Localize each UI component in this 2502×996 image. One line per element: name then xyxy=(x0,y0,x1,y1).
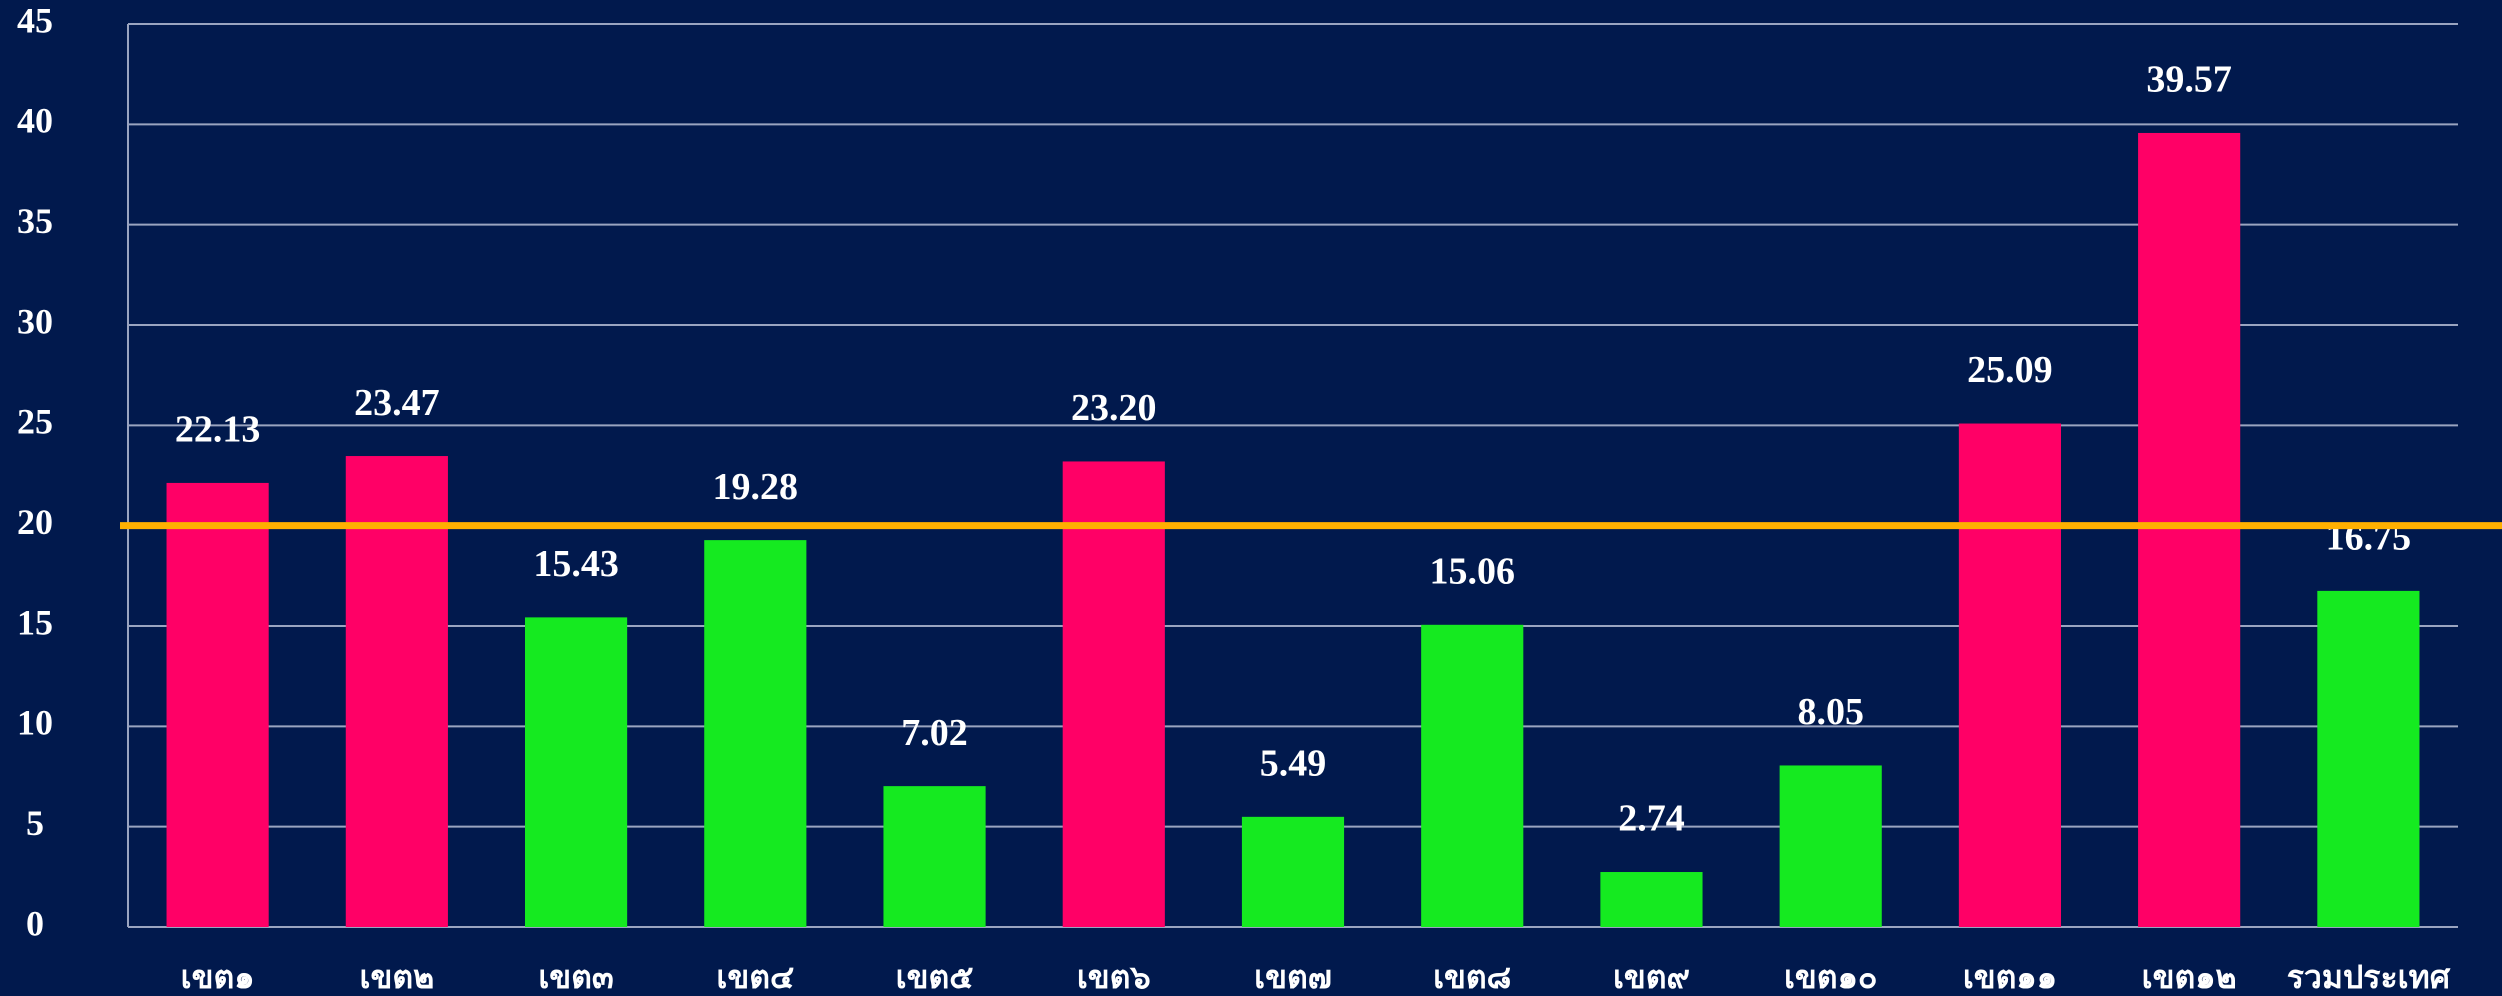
bar xyxy=(2317,590,2420,927)
bar xyxy=(2138,132,2241,927)
value-label: 22.13 xyxy=(175,409,261,451)
bar xyxy=(166,482,269,927)
value-label: 7.02 xyxy=(901,712,968,754)
y-tick-label: 0 xyxy=(26,903,44,943)
value-label: 25.09 xyxy=(1967,349,2053,391)
y-tick-label: 15 xyxy=(17,602,53,642)
x-tick-label: เขต๗ xyxy=(1254,958,1332,996)
bar xyxy=(1600,872,1703,927)
value-label: 5.49 xyxy=(1260,743,1327,785)
bar xyxy=(1241,816,1345,927)
y-tick-label: 40 xyxy=(17,101,53,141)
bar xyxy=(883,786,986,927)
bar xyxy=(1062,461,1165,927)
x-tick-label: เขต๖ xyxy=(1077,958,1151,996)
y-tick-label: 25 xyxy=(17,402,53,442)
x-tick-label: เขต๕ xyxy=(896,958,974,996)
x-tick-label: เขต๑๐ xyxy=(1784,958,1877,996)
y-tick-label: 20 xyxy=(17,502,53,542)
bar xyxy=(1958,423,2062,927)
y-tick-label: 35 xyxy=(17,201,53,241)
x-tick-label: เขต๑๒ xyxy=(2142,958,2237,996)
value-label: 8.05 xyxy=(1797,691,1864,733)
bar xyxy=(1421,624,1524,927)
x-tick-label: เขต๑ xyxy=(181,958,255,996)
x-tick-label: เขต๘ xyxy=(1433,958,1511,996)
y-tick-label: 5 xyxy=(26,803,44,843)
value-label: 2.74 xyxy=(1618,798,1685,840)
bar xyxy=(345,456,448,927)
x-tick-label: เขต๙ xyxy=(1613,958,1690,996)
value-label: 23.47 xyxy=(354,382,440,424)
value-label: 23.20 xyxy=(1071,387,1157,429)
value-label: 19.28 xyxy=(713,466,799,508)
y-tick-label: 45 xyxy=(17,0,53,40)
value-label: 39.57 xyxy=(2146,59,2232,101)
x-tick-label: เขต๔ xyxy=(716,958,794,996)
y-tick-label: 30 xyxy=(17,301,53,341)
bar xyxy=(1779,765,1882,927)
bar xyxy=(524,617,628,927)
value-label: 15.43 xyxy=(533,543,619,585)
value-label: 15.06 xyxy=(1429,551,1515,593)
y-tick-label: 10 xyxy=(17,703,53,743)
x-tick-label: เขต๒ xyxy=(360,958,435,996)
x-tick-label: รวมประเทศ xyxy=(2287,958,2451,996)
x-tick-label: เขต๓ xyxy=(538,958,613,996)
x-tick-label: เขต๑๑ xyxy=(1963,958,2057,996)
bar xyxy=(704,540,807,927)
